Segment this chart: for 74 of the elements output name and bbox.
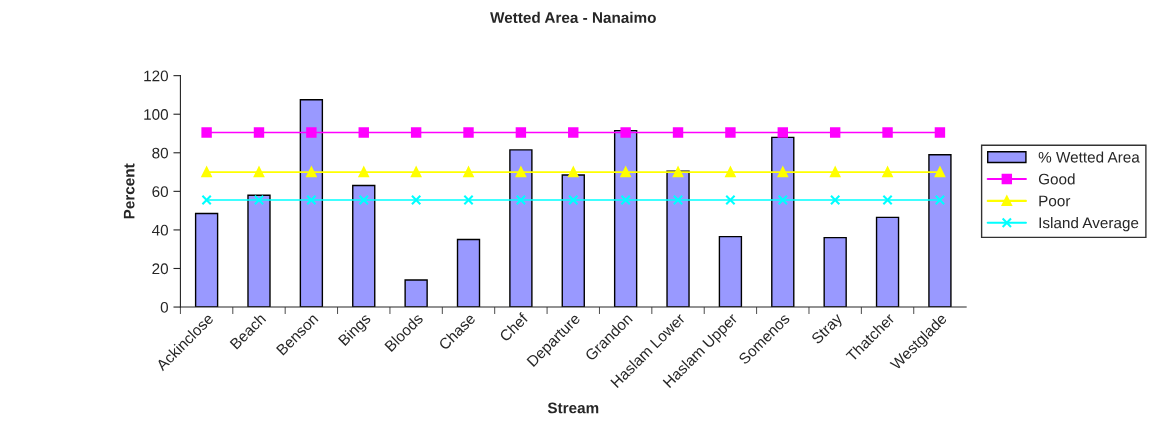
bar: [194, 212, 219, 308]
bar: [875, 216, 900, 308]
point: [410, 194, 422, 206]
point: [568, 166, 579, 178]
bar: [718, 235, 743, 308]
point: [568, 194, 579, 206]
point: [672, 127, 684, 138]
bar: [404, 279, 428, 308]
y-tick-label: 120: [144, 70, 169, 82]
point: [882, 194, 893, 206]
point: [934, 127, 946, 138]
point: [253, 127, 265, 138]
y-tick-label: 100: [144, 109, 169, 120]
point: [620, 166, 631, 178]
y-tick-label: 40: [151, 224, 169, 236]
point: [777, 127, 788, 138]
point: [882, 166, 893, 178]
point: [829, 127, 841, 138]
point: [358, 166, 369, 178]
point: [620, 194, 631, 206]
bar: [771, 136, 795, 308]
bar: [509, 149, 533, 308]
chart-title: Wetted Area - Nanaimo: [490, 11, 656, 24]
x-axis-title: Stream: [547, 402, 599, 414]
point: [620, 127, 631, 138]
point: [463, 166, 474, 178]
point: [253, 194, 265, 206]
legend-label: Island Average: [1039, 217, 1139, 232]
bar: [613, 129, 638, 308]
point: [725, 194, 736, 206]
y-tick-label: 20: [152, 263, 169, 275]
bar: [561, 174, 585, 308]
point: [463, 194, 474, 206]
y-tick-label: 60: [152, 186, 169, 198]
point: [672, 166, 684, 178]
y-tick-label: 0: [160, 301, 169, 313]
point: [358, 194, 369, 206]
y-tick-label: 80: [152, 147, 169, 159]
legend-label: Good: [1038, 173, 1075, 185]
bar: [928, 154, 952, 308]
bar: [247, 194, 271, 308]
point: [410, 166, 422, 178]
legend-label: Poor: [1039, 195, 1071, 207]
bar: [666, 170, 690, 308]
point: [253, 166, 265, 178]
point: [515, 127, 527, 138]
legend-label: % Wetted Area: [1038, 151, 1140, 163]
bar: [456, 238, 481, 308]
point: [515, 194, 527, 206]
point: [410, 127, 422, 138]
point: [829, 194, 841, 206]
point: [829, 166, 841, 178]
point: [882, 127, 893, 138]
point: [306, 127, 317, 138]
bar: [299, 99, 324, 308]
point: [934, 194, 946, 206]
point: [201, 194, 212, 206]
point: [777, 166, 788, 178]
y-axis-title: Percent: [123, 163, 135, 219]
point: [672, 194, 684, 206]
bar: [823, 236, 847, 308]
point: [358, 127, 369, 138]
bar: [352, 184, 376, 308]
point: [201, 166, 212, 178]
point: [463, 127, 474, 138]
point: [725, 166, 736, 178]
point: [306, 194, 317, 206]
point: [934, 166, 946, 178]
point: [568, 127, 579, 138]
point: [515, 166, 527, 178]
point: [725, 127, 736, 138]
point: [306, 166, 317, 178]
point: [777, 194, 788, 206]
point: [201, 127, 212, 138]
